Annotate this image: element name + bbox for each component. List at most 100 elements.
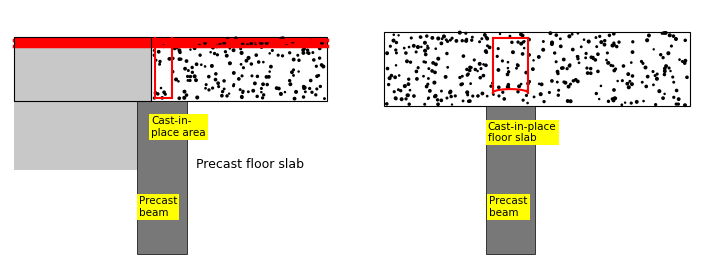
Point [586, 55, 597, 59]
Point [664, 33, 675, 38]
Point [422, 46, 434, 50]
Point [460, 39, 472, 43]
Point [582, 71, 593, 75]
Point [251, 53, 262, 57]
Point [403, 82, 414, 86]
Point [401, 51, 412, 55]
Point [319, 96, 330, 101]
Point [420, 41, 431, 45]
Point [576, 45, 587, 49]
Point [451, 39, 462, 43]
Point [391, 41, 402, 45]
Point [182, 74, 193, 79]
Point [497, 90, 508, 94]
Point [441, 51, 453, 56]
Point [545, 31, 556, 35]
Point [382, 67, 393, 71]
Point [562, 99, 573, 103]
Point [518, 40, 529, 44]
Point [590, 58, 601, 62]
Text: Precast
beam: Precast beam [139, 196, 177, 218]
Point [642, 74, 653, 79]
Point [256, 86, 267, 91]
Point [445, 89, 456, 94]
Point [218, 87, 230, 91]
Point [659, 69, 670, 73]
Point [454, 30, 465, 35]
Point [425, 89, 436, 93]
Point [517, 52, 528, 56]
Point [567, 47, 579, 52]
Point [671, 88, 682, 92]
Point [213, 81, 224, 85]
Point [671, 102, 682, 106]
Point [410, 50, 422, 54]
Point [648, 83, 659, 87]
Point [415, 45, 427, 49]
Point [279, 45, 290, 49]
Point [153, 50, 164, 54]
Point [246, 62, 257, 66]
Point [199, 64, 210, 69]
Point [311, 87, 322, 91]
Point [491, 54, 503, 59]
Point [567, 79, 579, 83]
Bar [384, 32, 690, 106]
Point [446, 94, 457, 99]
Point [179, 90, 190, 94]
Point [662, 51, 674, 55]
Point [183, 68, 194, 73]
Point [298, 51, 309, 55]
Text: Cast-in-place
floor slab: Cast-in-place floor slab [488, 122, 556, 143]
Point [180, 67, 191, 71]
Point [273, 86, 284, 91]
Point [310, 64, 322, 68]
Point [225, 61, 236, 65]
Point [181, 93, 192, 97]
Point [250, 43, 261, 47]
Point [190, 78, 201, 82]
Point [477, 91, 488, 96]
Point [605, 63, 617, 68]
Point [423, 67, 434, 71]
Point [422, 82, 434, 86]
Point [461, 67, 472, 72]
Point [565, 82, 576, 86]
Point [519, 39, 530, 43]
Point [636, 80, 648, 84]
Point [572, 31, 584, 36]
Point [310, 93, 322, 97]
Point [185, 47, 196, 52]
Point [534, 82, 545, 86]
Point [641, 84, 652, 89]
Bar [14, 37, 151, 101]
Point [546, 40, 558, 45]
Point [462, 93, 473, 97]
Point [207, 86, 218, 90]
Point [441, 38, 452, 42]
Point [673, 97, 684, 101]
Point [281, 43, 292, 48]
Point [612, 79, 623, 83]
Point [263, 75, 275, 79]
Point [237, 91, 249, 95]
Point [237, 89, 249, 94]
Point [465, 82, 476, 86]
Point [260, 75, 272, 79]
Text: Cast-in-
place area: Cast-in- place area [151, 116, 206, 138]
Point [265, 65, 277, 69]
Point [154, 62, 165, 67]
Point [626, 60, 637, 65]
Point [512, 63, 523, 67]
Point [570, 78, 582, 82]
Point [403, 77, 415, 81]
Point [200, 86, 211, 90]
Point [533, 55, 544, 59]
Point [602, 51, 613, 55]
Point [640, 65, 651, 70]
Point [481, 35, 492, 39]
Point [442, 65, 453, 69]
Point [308, 58, 320, 62]
Point [538, 48, 549, 52]
Point [300, 90, 311, 94]
